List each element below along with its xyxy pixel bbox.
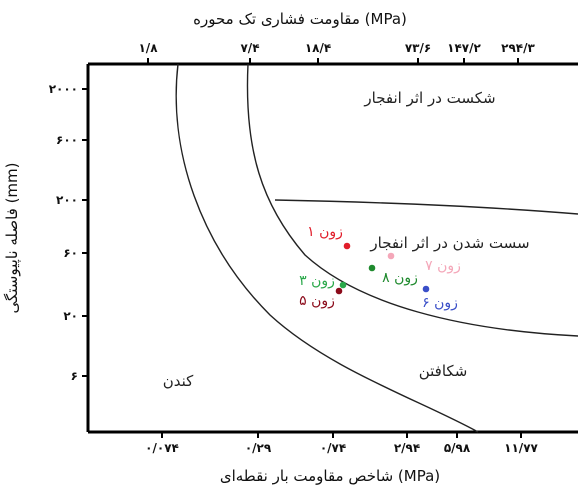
left-tick-label: ۲۰۰۰ [49,82,78,96]
points-layer: زون ۱ زون ۷ زون ۸ زون ۳ زون ۵ زون ۶ [299,224,461,311]
data-point-label: زون ۳ [299,273,335,289]
boundary-loosening-fracture [274,199,578,215]
bottom-tick-label: ۵/۹۸ [444,441,471,455]
left-tick-label: ۲۰ [63,309,78,323]
region-label-ripping: شکافتن [419,362,468,380]
top-tick-label: ۱۸/۴ [305,41,331,55]
data-point-label: زون ۱ [307,224,343,240]
data-point [387,252,395,260]
boundary-ripping-loosening [246,63,578,337]
data-point-label: زون ۶ [422,295,458,311]
bottom-tick-label: ۰/۰۷۴ [145,441,179,455]
bottom-tick-label: ۰/۲۹ [245,441,272,455]
top-tick-label: ۱/۸ [138,41,158,55]
bottom-tick-label: ۰/۷۴ [320,441,346,455]
top-tick-label: ۱۴۷/۲ [447,41,481,55]
bottom-axis-title: شاخص مقاومت بار نقطه‌ای (MPa) [220,467,440,485]
data-point [343,242,351,250]
ticks-layer: ۱/۸ ۷/۴ ۱۸/۴ ۷۳/۶ ۱۴۷/۲ ۲۹۴/۳ ۰/۰۷۴ ۰/۲۹ ۰/۷۴ ۲/۹… [49,41,539,455]
top-tick-label: ۷/۴ [240,41,259,55]
data-point [368,264,376,272]
data-point-label: زون ۵ [299,293,335,309]
region-label-blast-loosening: سست شدن در اثر انفجار [369,234,529,252]
region-label-blast-fracture: شکست در اثر انفجار [363,89,495,107]
data-point-label: زون ۷ [425,258,461,274]
left-tick-label: ۶ [71,369,78,383]
top-axis-title: مقاومت فشاری تک محوره (MPa) [193,10,407,28]
data-point [422,285,430,293]
left-axis-title: فاصله ناپیوستگی (mm) [3,162,22,313]
data-point [335,287,343,295]
data-point-label: زون ۸ [382,270,418,286]
top-tick-label: ۲۹۴/۳ [501,41,535,55]
data-point [339,281,347,289]
bottom-tick-label: ۲/۹۴ [394,441,420,455]
left-tick-label: ۶۰۰ [56,133,78,147]
left-tick-label: ۲۰۰ [56,193,78,207]
bottom-tick-label: ۱۱/۷۷ [504,441,538,455]
region-label-digging: کندن [163,372,194,390]
boundary-digging-ripping [175,63,479,433]
top-tick-label: ۷۳/۶ [405,41,431,55]
left-tick-label: ۶۰ [63,246,78,260]
